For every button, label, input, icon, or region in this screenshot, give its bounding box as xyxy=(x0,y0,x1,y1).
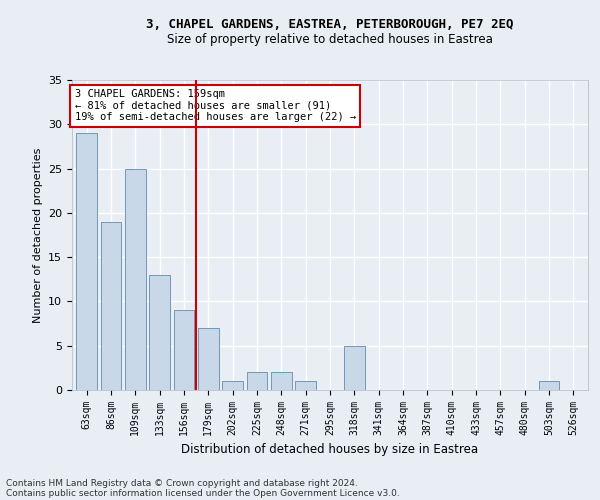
Bar xyxy=(344,346,365,390)
Bar xyxy=(173,310,194,390)
Bar xyxy=(539,381,559,390)
Text: Contains public sector information licensed under the Open Government Licence v3: Contains public sector information licen… xyxy=(6,488,400,498)
Bar xyxy=(222,381,243,390)
Text: Size of property relative to detached houses in Eastrea: Size of property relative to detached ho… xyxy=(167,32,493,46)
Y-axis label: Number of detached properties: Number of detached properties xyxy=(32,148,43,322)
Bar xyxy=(101,222,121,390)
Bar xyxy=(125,168,146,390)
Text: 3 CHAPEL GARDENS: 159sqm
← 81% of detached houses are smaller (91)
19% of semi-d: 3 CHAPEL GARDENS: 159sqm ← 81% of detach… xyxy=(74,90,356,122)
Bar xyxy=(247,372,268,390)
Bar xyxy=(149,275,170,390)
Text: Contains HM Land Registry data © Crown copyright and database right 2024.: Contains HM Land Registry data © Crown c… xyxy=(6,478,358,488)
Bar xyxy=(271,372,292,390)
Bar xyxy=(198,328,218,390)
Bar xyxy=(295,381,316,390)
Text: 3, CHAPEL GARDENS, EASTREA, PETERBOROUGH, PE7 2EQ: 3, CHAPEL GARDENS, EASTREA, PETERBOROUGH… xyxy=(146,18,514,30)
X-axis label: Distribution of detached houses by size in Eastrea: Distribution of detached houses by size … xyxy=(181,444,479,456)
Bar xyxy=(76,133,97,390)
